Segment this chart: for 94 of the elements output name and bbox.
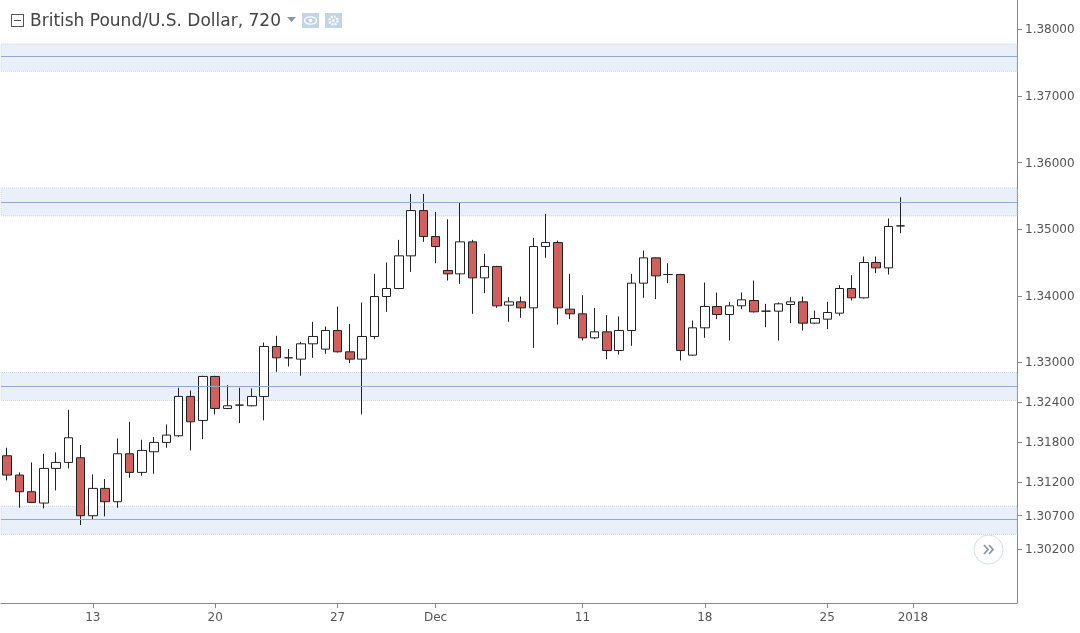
candlestick [308,321,318,359]
candlestick [847,274,856,301]
y-tick-label: 1.33000 [1025,355,1075,370]
candlestick [186,389,195,451]
candlestick [455,202,465,285]
x-tick-label: 11 [574,610,591,624]
candlestick [663,262,673,284]
candlestick [774,302,783,341]
candlestick [651,256,661,300]
candlestick [443,218,453,282]
candlestick [737,292,746,310]
candlestick [614,315,624,355]
candlestick [835,284,844,317]
y-tick-label: 1.32400 [1025,395,1075,410]
candlestick [100,478,110,517]
candlestick [688,319,697,357]
y-tick-label: 1.34000 [1025,288,1075,303]
y-tick-label: 1.38000 [1025,22,1075,37]
candlestick [39,453,49,509]
candlestick [749,280,759,313]
candlestick [296,341,306,377]
candlestick [529,237,538,349]
candlestick [823,301,832,330]
candlestick [113,437,122,509]
candlestick [700,282,710,339]
candlestick [394,239,404,290]
candlestick [578,294,587,341]
candlestick [284,348,293,367]
candlestick [676,273,685,361]
candlestick [15,471,24,509]
candlestick [247,387,257,407]
candlestick [639,250,648,299]
candlestick [516,296,526,319]
y-tick-label: 1.37000 [1025,88,1075,103]
candlestick [382,262,391,313]
x-tick-label: 13 [85,610,101,624]
candlestick [370,273,379,340]
x-tick-label: 18 [697,610,713,624]
candlestick [125,421,134,479]
candlestick [345,323,355,364]
y-tick-label: 1.31200 [1025,475,1075,490]
candlestick [553,240,563,325]
candlestick [896,196,905,234]
candlestick [76,444,85,526]
x-tick-label: 25 [819,610,835,624]
candlestick [333,306,342,353]
candlestick [223,384,232,410]
y-tick-label: 1.31800 [1025,435,1075,450]
candlestick [602,314,612,360]
candlestick [786,296,795,324]
candlestick [859,256,869,299]
candlestick [541,213,550,259]
candlestick [210,375,220,415]
candlestick [504,296,514,323]
candlestick [51,451,61,491]
candlestick [137,439,147,477]
candlestick [259,341,269,421]
candlestick [590,307,599,340]
candlestick [149,436,159,475]
candlestick [565,273,575,320]
candlestick [2,447,12,481]
candlestick [419,193,428,243]
candlestick [27,461,36,504]
candlestick [712,292,722,320]
candlestick [884,218,893,276]
y-tick-label: 1.30700 [1025,508,1075,523]
candlestick [492,265,502,309]
candlestick [162,423,171,449]
candlestick [871,256,881,274]
y-tick-label: 1.30200 [1025,542,1075,557]
candlestick [480,253,489,294]
candlestick [272,335,281,373]
candlestick [627,273,636,347]
candlestick [235,387,244,424]
candlestick [88,473,98,520]
x-tick-label: 20 [207,610,223,624]
candlestick [321,325,330,355]
candlestick [761,303,771,328]
x-tick-label: Dec [423,610,448,624]
text: British Pound/U.S. Dollar, 720 [30,10,281,30]
candlestick [64,409,73,469]
candlestick [198,375,208,440]
candlestick [357,302,367,415]
candlestick [468,239,477,315]
candlestick [798,296,808,331]
candlestick [810,310,820,325]
x-tick-label: 2018 [897,610,929,624]
y-tick-label: 1.36000 [1025,155,1075,170]
candlestick [431,211,440,264]
candlestick [725,301,734,341]
candlestick [406,193,416,273]
y-tick-label: 1.35000 [1025,222,1075,237]
x-tick-label: 27 [329,610,346,624]
candlestick [174,387,183,438]
